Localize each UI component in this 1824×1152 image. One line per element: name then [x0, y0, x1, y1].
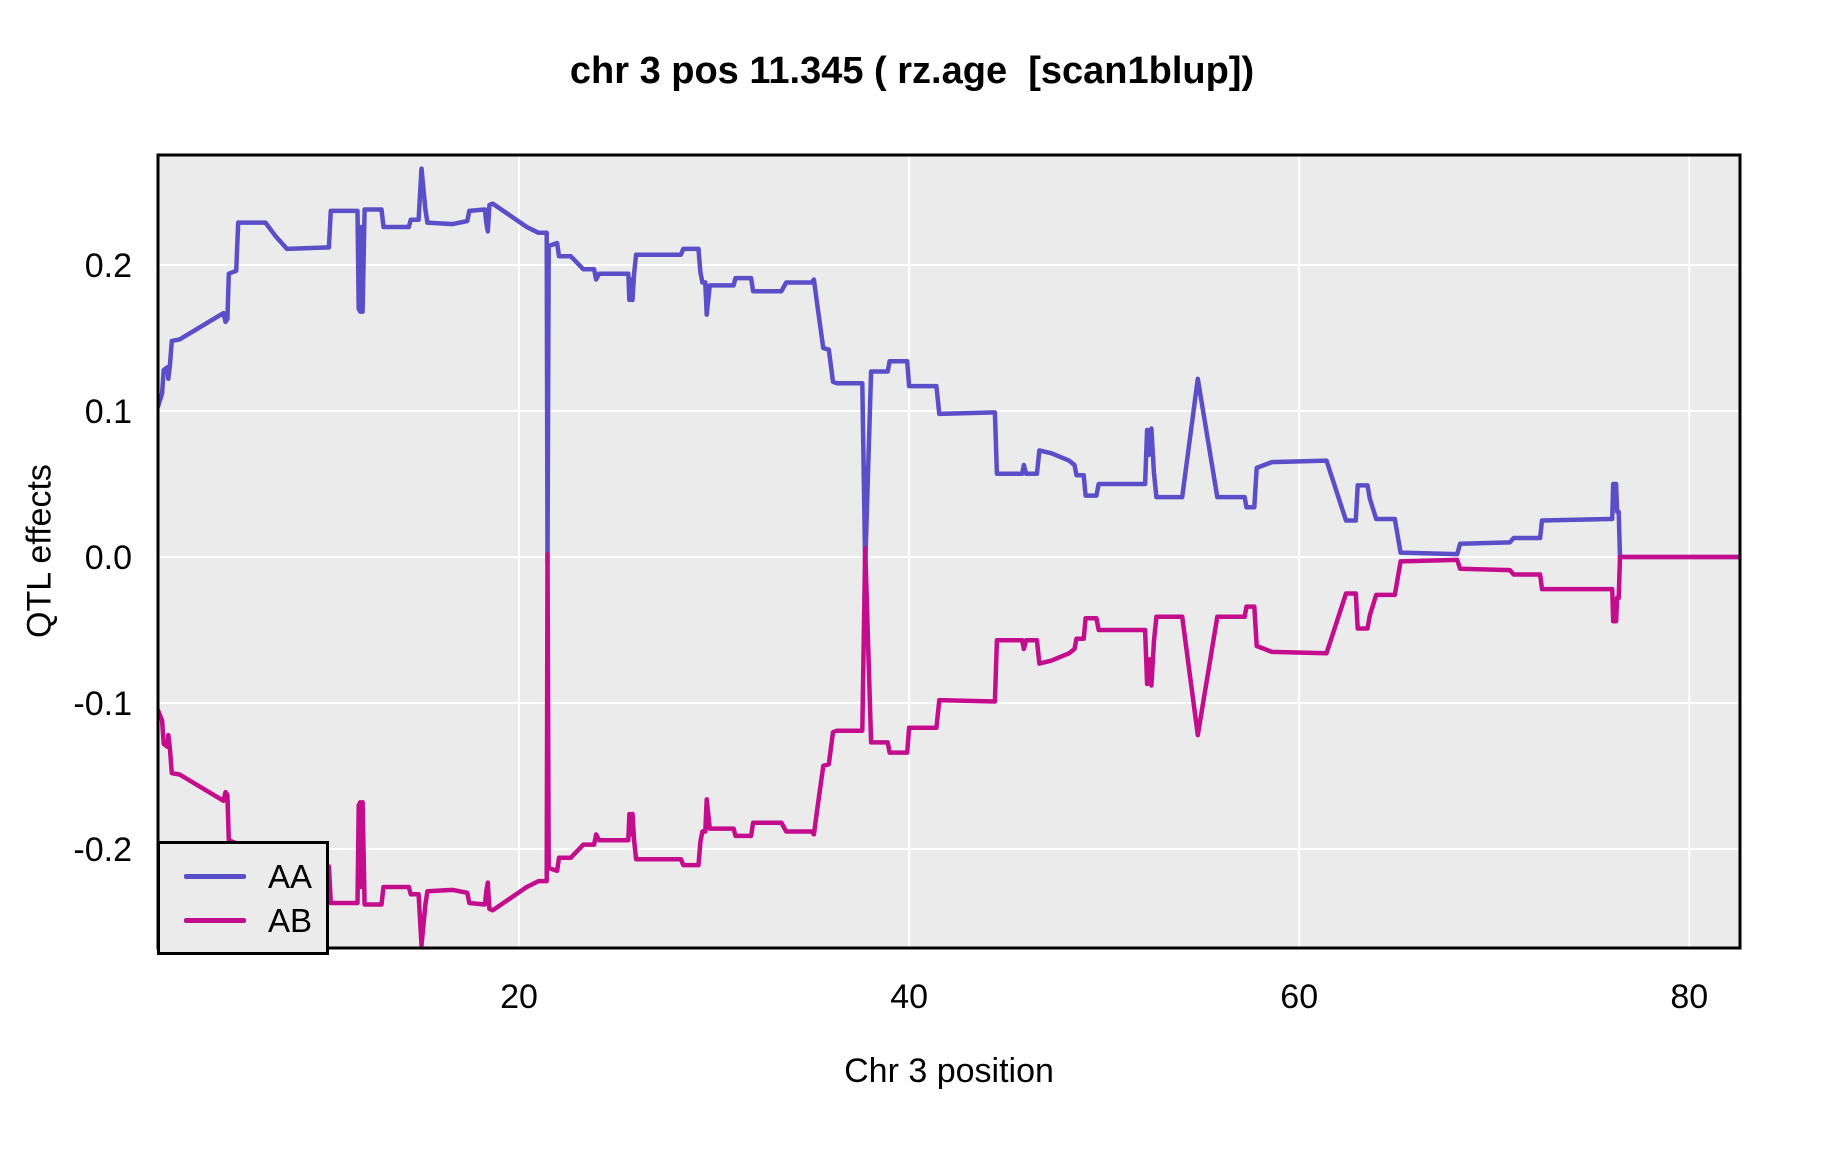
- x-tick-label: 80: [1670, 978, 1708, 1016]
- y-tick-label: 0.2: [85, 247, 132, 285]
- x-tick-label: 40: [890, 978, 928, 1016]
- x-tick-label: 60: [1280, 978, 1318, 1016]
- chart-title: chr 3 pos 11.345 ( rz.age [scan1blup]): [569, 50, 1255, 92]
- plot-panel: [158, 155, 1740, 948]
- x-tick-label: 20: [500, 978, 538, 1016]
- ab-line-swatch: [184, 917, 246, 923]
- y-tick-label: 0.1: [85, 393, 132, 431]
- x-axis-title: Chr 3 position: [844, 1052, 1054, 1090]
- legend-label-aa: AA: [268, 857, 313, 895]
- legend: AA AB: [157, 841, 329, 955]
- y-tick-label: 0.0: [85, 539, 132, 577]
- legend-row-ab: AB: [160, 902, 326, 938]
- y-tick-label: -0.2: [73, 831, 132, 869]
- series-lines: [158, 166, 1740, 948]
- x-tick-labels: 20 40 60 80: [500, 978, 1708, 1016]
- gridlines: [158, 155, 1740, 948]
- aa-line-swatch: [184, 873, 246, 879]
- series-line-ab: [158, 545, 1740, 948]
- y-tick-labels: 0.2 0.1 0.0 -0.1 -0.2: [73, 247, 132, 869]
- series-line-aa: [158, 166, 1740, 568]
- y-axis-title: QTL effects: [20, 464, 59, 638]
- legend-label-ab: AB: [268, 901, 313, 939]
- legend-row-aa: AA: [160, 858, 326, 894]
- plot-border: [156, 153, 1742, 950]
- y-tick-label: -0.1: [73, 685, 132, 723]
